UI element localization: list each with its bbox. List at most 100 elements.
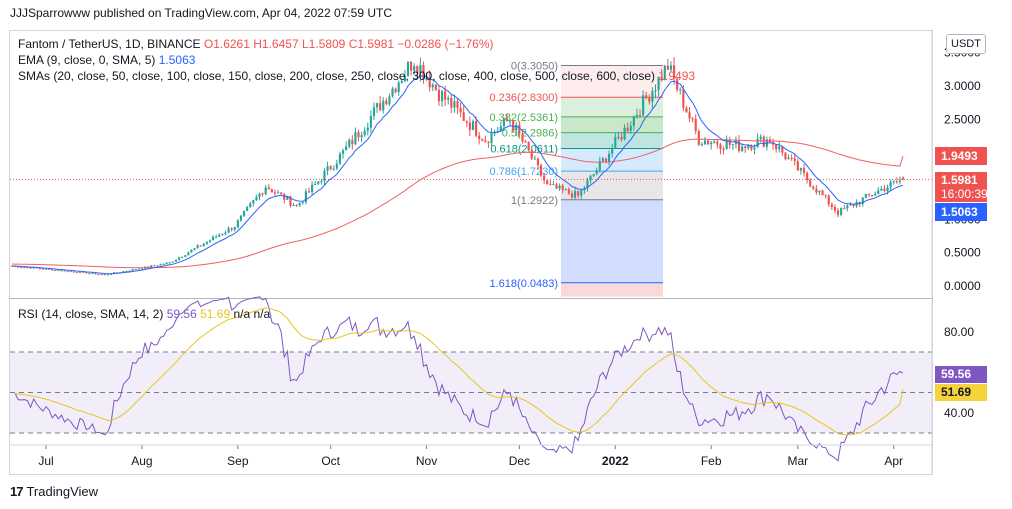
candle-body — [478, 135, 481, 139]
candle-body — [892, 181, 895, 183]
fibonacci-retracement: 0(3.3050)0.236(2.8300)0.382(2.5361)0.5(2… — [490, 61, 663, 297]
candle-body — [301, 202, 304, 204]
candle-body — [283, 194, 286, 200]
candle-body — [722, 148, 725, 150]
candle-body — [601, 158, 604, 162]
legend-ema-row[interactable]: EMA (9, close, 0, SMA, 5) 1.5063 — [18, 53, 195, 67]
candle-body — [778, 146, 781, 150]
candle-body — [713, 141, 716, 143]
candle-body — [63, 270, 66, 272]
candle-body — [270, 189, 273, 193]
candle-body — [710, 142, 713, 145]
candle-body — [66, 271, 69, 273]
fib-zone-0.786 — [561, 171, 663, 200]
candle-body — [295, 204, 298, 206]
candle-body — [499, 126, 502, 131]
candle-body — [623, 127, 626, 140]
legend-rsi-label: RSI (14, close, SMA, 14, 2) — [18, 307, 164, 321]
candle-body — [645, 95, 648, 98]
candle-body — [69, 271, 72, 273]
candle-body — [150, 265, 153, 268]
candle-body — [533, 158, 536, 160]
candle-body — [716, 141, 719, 145]
candle-body — [660, 76, 663, 81]
candle-body — [781, 146, 784, 153]
candle-body — [78, 271, 82, 273]
candle-body — [425, 77, 428, 80]
candle-body — [688, 112, 691, 119]
candle-body — [233, 227, 236, 230]
candle-body — [487, 141, 490, 144]
legend-symbol-row[interactable]: Fantom / TetherUS, 1D, BINANCE O1.6261 H… — [18, 37, 494, 51]
candle-body — [586, 180, 589, 189]
candle-body — [731, 144, 734, 146]
rsi-tick-label: 40.00 — [944, 406, 974, 420]
candle-body — [227, 228, 230, 233]
candle-body — [502, 118, 505, 127]
tv-logo-icon: 17 — [10, 484, 24, 499]
candle-body — [307, 191, 311, 193]
candle-body — [403, 75, 406, 81]
candle-body — [626, 127, 629, 131]
candle-body — [215, 236, 218, 238]
legend-smas-label: SMAs (20, close, 50, close, 100, close, … — [18, 69, 656, 83]
candle-body — [784, 152, 787, 160]
candle-body — [691, 118, 694, 120]
candle-body — [394, 88, 397, 93]
candle-body — [230, 228, 233, 230]
candle-body — [397, 82, 400, 93]
candle-body — [830, 204, 833, 208]
candle-body — [493, 132, 496, 134]
candle-body — [744, 146, 747, 149]
candle-body — [821, 190, 824, 196]
candle-body — [883, 188, 886, 192]
fib-label-0.382: 0.382(2.5361) — [490, 112, 559, 124]
candle-body — [802, 168, 806, 173]
candle-body — [762, 136, 765, 147]
fib-zone-0.382 — [561, 116, 663, 133]
candle-body — [787, 157, 790, 160]
legend-high: H1.6457 — [253, 37, 299, 51]
candle-body — [54, 270, 57, 272]
candle-body — [264, 187, 267, 195]
legend-rsi-row[interactable]: RSI (14, close, SMA, 14, 2) 59.56 51.69 … — [18, 307, 270, 321]
candle-body — [317, 181, 320, 184]
candle-body — [72, 271, 75, 273]
candle-body — [388, 96, 391, 105]
candle-body — [864, 193, 867, 198]
legend-smas-row[interactable]: SMAs (20, close, 50, close, 100, close, … — [18, 69, 695, 83]
candle-body — [530, 150, 533, 159]
candle-body — [849, 204, 852, 206]
candle-body — [159, 264, 162, 266]
candle-body — [703, 140, 707, 145]
pane-separator[interactable] — [9, 298, 933, 299]
candle-body — [29, 267, 32, 269]
candle-body — [642, 95, 645, 116]
candle-body — [756, 138, 759, 148]
candle-body — [812, 186, 815, 189]
candle-body — [379, 103, 382, 111]
candle-body — [815, 188, 818, 193]
candle-body — [51, 269, 54, 271]
candle-body — [700, 144, 703, 146]
legend-change: −0.0286 (−1.76%) — [397, 37, 494, 51]
candle-body — [490, 132, 493, 144]
currency-button[interactable]: USDT — [946, 34, 986, 54]
candle-body — [375, 103, 379, 108]
last-price-value: 1.5981 — [941, 173, 978, 187]
candle-body — [91, 272, 94, 274]
candle-body — [289, 196, 292, 206]
candle-body — [666, 65, 669, 70]
candle-body — [858, 201, 861, 204]
candle-body — [202, 243, 205, 246]
candle-body — [861, 197, 864, 204]
candle-body — [577, 191, 580, 196]
candle-body — [558, 185, 561, 189]
candle-body — [604, 158, 608, 162]
candle-body — [348, 139, 351, 147]
tradingview-logo[interactable]: 17 TradingView — [10, 484, 98, 499]
candle-body — [669, 65, 673, 70]
price-tick-label: 2.5000 — [944, 112, 981, 126]
candle-body — [867, 193, 871, 196]
